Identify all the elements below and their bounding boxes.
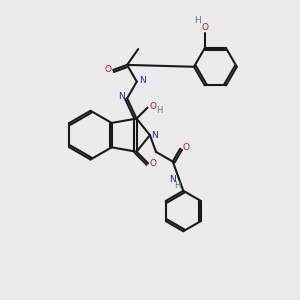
Text: N: N bbox=[139, 76, 146, 85]
Text: N: N bbox=[151, 130, 158, 140]
Text: O: O bbox=[149, 102, 156, 111]
Text: N: N bbox=[169, 175, 176, 184]
Text: H: H bbox=[194, 16, 201, 26]
Text: H: H bbox=[156, 106, 163, 115]
Text: N: N bbox=[118, 92, 125, 101]
Text: H: H bbox=[174, 181, 181, 190]
Text: O: O bbox=[150, 159, 157, 168]
Text: O: O bbox=[182, 143, 189, 152]
Text: O: O bbox=[201, 23, 208, 32]
Text: O: O bbox=[104, 65, 111, 74]
